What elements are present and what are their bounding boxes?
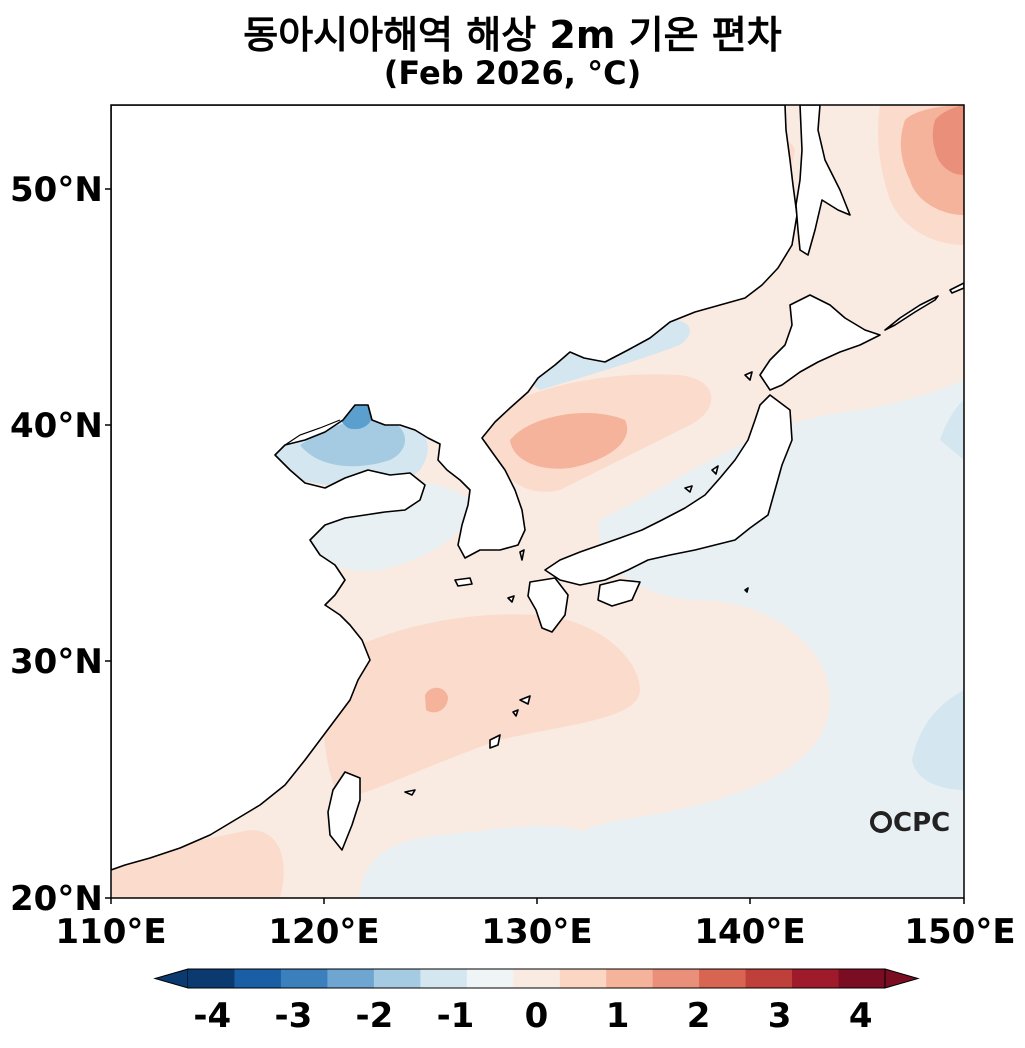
colorbar-tick-label: -3: [274, 996, 313, 1036]
colorbar-bin: [606, 969, 654, 988]
colorbar-bin: [745, 969, 793, 988]
colorbar-extend-max: [884, 968, 920, 989]
colorbar: [153, 968, 920, 989]
colorbar-tick-label: 3: [767, 996, 792, 1036]
colorbar-bin: [513, 969, 561, 988]
land-ryukyu-3: [404, 789, 416, 796]
colorbar-bin: [559, 969, 607, 988]
land-oki: [684, 485, 693, 493]
colorbar-bin: [373, 969, 421, 988]
colorbar-bin: [652, 969, 700, 988]
lat-tick-label: 20°N: [10, 879, 103, 919]
colorbar-bin: [188, 969, 235, 988]
colorbar-extend-min: [153, 968, 189, 989]
colorbar-bin: [420, 969, 468, 988]
colorbar-tick-label: 2: [686, 996, 711, 1036]
map-title: 동아시아해역 해상 2m 기온 편차: [243, 13, 782, 57]
lon-tick-label: 150°E: [904, 912, 1016, 952]
anomaly-region-neg-1-east-edge: [912, 690, 964, 790]
lat-tick-label: 50°N: [10, 170, 103, 210]
cpc-logo: CPC: [870, 808, 950, 838]
anomaly-region-pos-2-northeast: [932, 105, 964, 175]
colorbar-tick-label: -4: [193, 996, 232, 1036]
map-frame-content: [111, 105, 964, 898]
anomaly-region-neg-small-east: [552, 380, 964, 898]
anomaly-region-pos-1-south: [111, 830, 284, 898]
land-hokkaido: [759, 294, 881, 391]
land-kuril-1: [884, 295, 939, 331]
colorbar-bin: [280, 969, 328, 988]
land-ryukyu-4: [512, 709, 519, 717]
land-goto: [507, 595, 515, 603]
lon-tick-label: 130°E: [481, 912, 593, 952]
land-kyushu: [527, 577, 569, 633]
land-mainland-asia: [111, 105, 798, 871]
land-jeju: [454, 577, 473, 587]
lat-tick-label: 30°N: [10, 642, 103, 682]
anomaly-region-pos-1-ecs: [323, 614, 640, 800]
land-kuril-2: [949, 282, 964, 294]
colorbar-tick-label: 0: [524, 996, 549, 1036]
colorbar-bin: [838, 969, 886, 988]
axis-ticks: [105, 188, 965, 904]
colorbar-tick-label: 1: [605, 996, 630, 1036]
land-taiwan: [327, 771, 361, 851]
colorbar-outline: [188, 968, 885, 989]
land-ryukyu-2: [489, 734, 501, 749]
lon-tick-label: 140°E: [694, 912, 806, 952]
land-sakhalin: [795, 105, 851, 256]
land-okushiri: [744, 371, 753, 381]
anomaly-region-neg-small-east-edge: [940, 400, 964, 460]
coast-bohai: [284, 419, 341, 446]
land-sado: [711, 465, 719, 475]
anomaly-region-pos-15-ecs: [425, 687, 448, 713]
colorbar-bin: [792, 969, 840, 988]
colorbar-tick-label: -1: [436, 996, 475, 1036]
colorbar-tick-label: -2: [355, 996, 394, 1036]
land-shikoku: [597, 579, 641, 607]
colorbar-bin: [466, 969, 514, 988]
colorbar-tick-label: 4: [848, 996, 873, 1036]
land-izu: [744, 587, 749, 593]
land-tsushima: [519, 549, 525, 561]
map-subtitle: (Feb 2026, °C): [383, 54, 642, 92]
anomaly-region-neg-small-south: [360, 825, 600, 898]
land-honshu: [544, 394, 793, 586]
land-ryukyu-1: [519, 695, 531, 705]
colorbar-bin: [699, 969, 747, 988]
lon-tick-label: 120°E: [268, 912, 380, 952]
logo-text: CPC: [893, 808, 951, 838]
anomaly-region-pos-15-eastsea: [510, 412, 628, 469]
colorbar-bin: [234, 969, 282, 988]
lon-tick-label: 110°E: [55, 912, 167, 952]
logo-ring-icon: [870, 811, 892, 833]
colorbar-bin: [327, 969, 375, 988]
lat-tick-label: 40°N: [10, 406, 103, 446]
